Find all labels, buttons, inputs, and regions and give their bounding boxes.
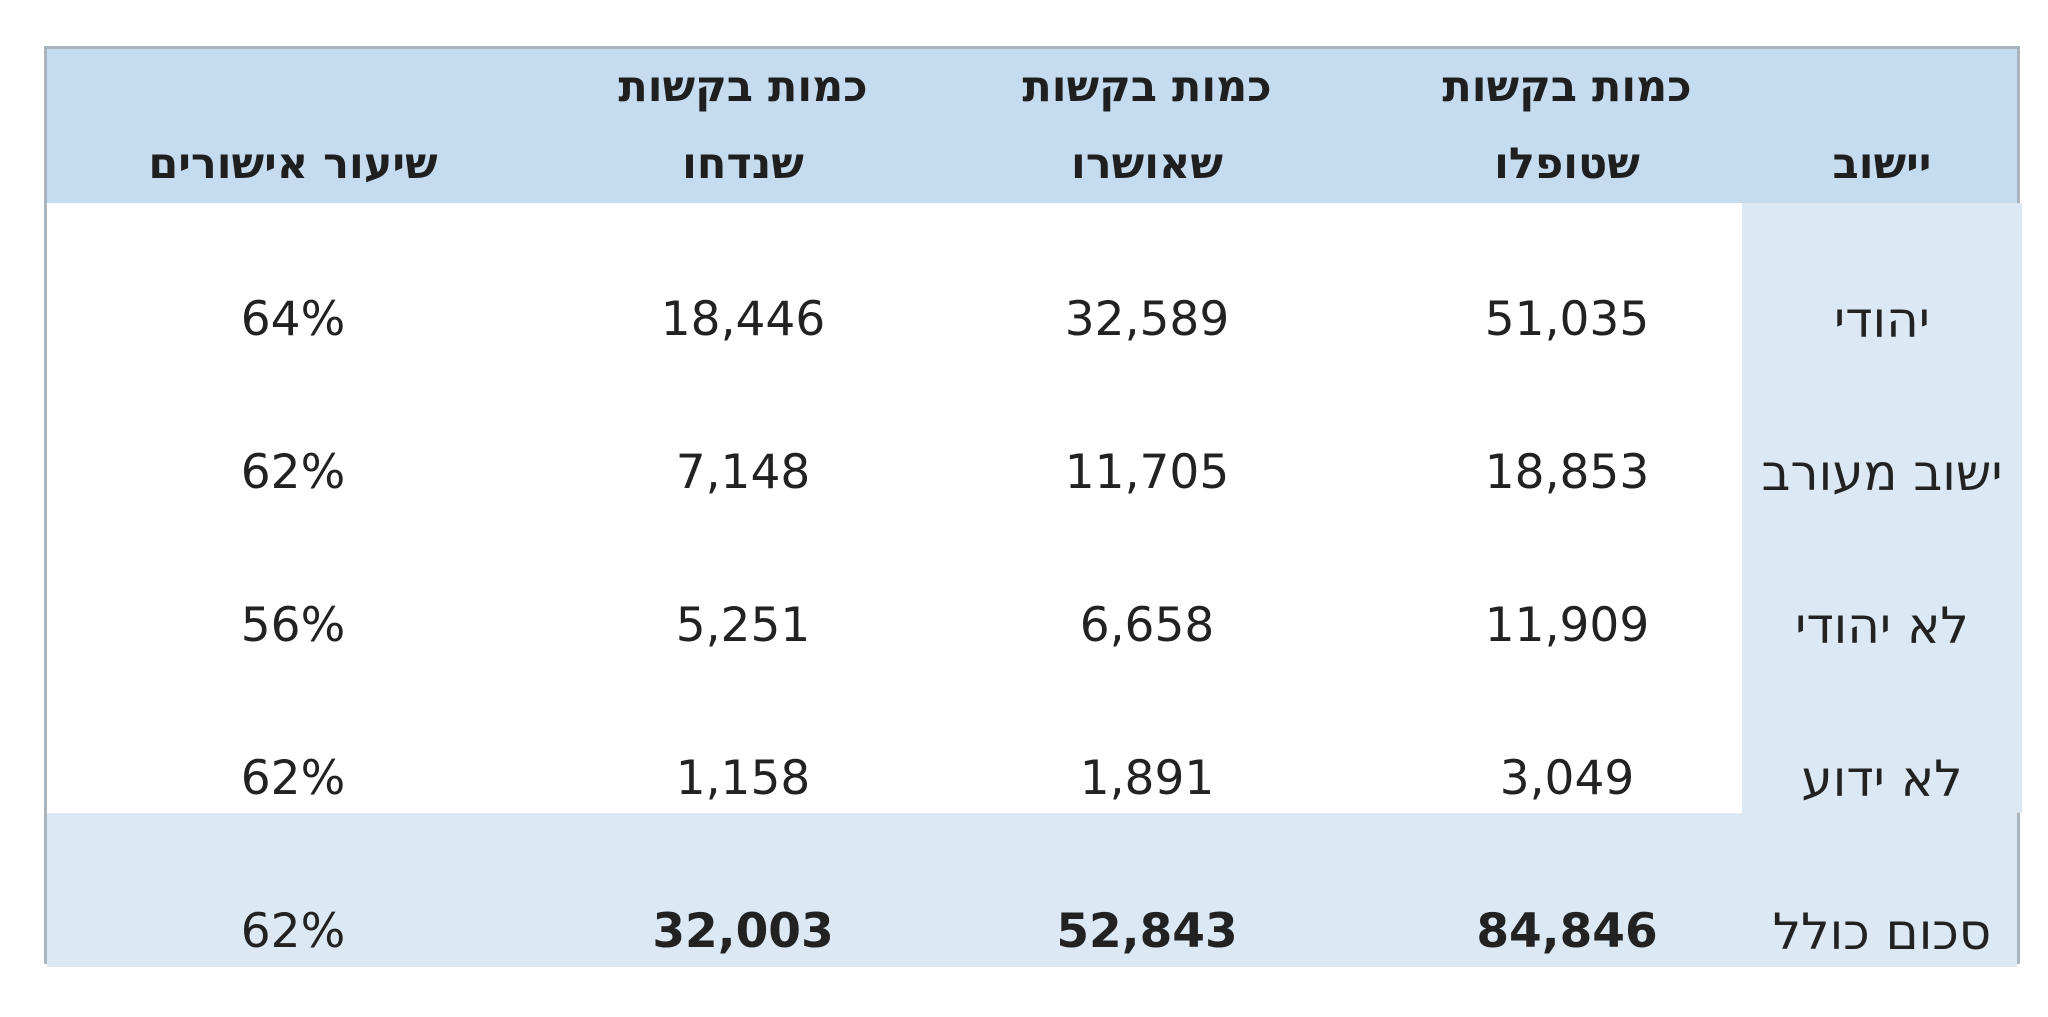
row-handled: 51,035 — [1484, 292, 1650, 347]
total-handled: 84,846 — [1476, 904, 1658, 959]
settlement-column-shading — [1742, 203, 2022, 813]
row-settlement: יהודי — [1834, 291, 1930, 349]
row-rate: 62% — [240, 445, 346, 500]
row-rejected: 5,251 — [675, 598, 811, 653]
row-approved: 32,589 — [1064, 292, 1230, 347]
header-approved-line1: כמות בקשות — [1022, 62, 1272, 112]
total-settlement: סכום כולל — [1772, 903, 1992, 961]
row-handled: 3,049 — [1499, 751, 1635, 806]
row-approved: 11,705 — [1064, 445, 1230, 500]
row-settlement: לא ידוע — [1801, 750, 1963, 808]
row-rejected: 7,148 — [675, 445, 811, 500]
header-settlement: יישוב — [1832, 139, 1932, 189]
total-rate: 62% — [240, 904, 346, 959]
total-row — [47, 813, 2017, 967]
header-approved-line2: שאושרו — [1071, 139, 1223, 189]
row-handled: 11,909 — [1484, 598, 1650, 653]
row-rate: 62% — [240, 751, 346, 806]
header-rejected-line2: שנדחו — [682, 139, 804, 189]
header-handled-line2: שטופלו — [1494, 139, 1640, 189]
row-approved: 1,891 — [1079, 751, 1215, 806]
requests-table: יישוב כמות בקשות שטופלו כמות בקשות שאושר… — [44, 46, 2022, 967]
row-rate: 64% — [240, 292, 346, 347]
header-approval-rate: שיעור אישורים — [148, 139, 438, 189]
row-settlement: לא יהודי — [1795, 597, 1969, 655]
row-settlement: ישוב מעורב — [1761, 444, 2003, 502]
row-rejected: 1,158 — [675, 751, 811, 806]
header-rejected-line1: כמות בקשות — [618, 62, 868, 112]
row-handled: 18,853 — [1484, 445, 1650, 500]
total-rejected: 32,003 — [652, 904, 834, 959]
table-header-row — [47, 49, 2017, 203]
total-approved: 52,843 — [1056, 904, 1238, 959]
header-handled-line1: כמות בקשות — [1442, 62, 1692, 112]
row-approved: 6,658 — [1079, 598, 1215, 653]
row-rejected: 18,446 — [660, 292, 826, 347]
row-rate: 56% — [240, 598, 346, 653]
